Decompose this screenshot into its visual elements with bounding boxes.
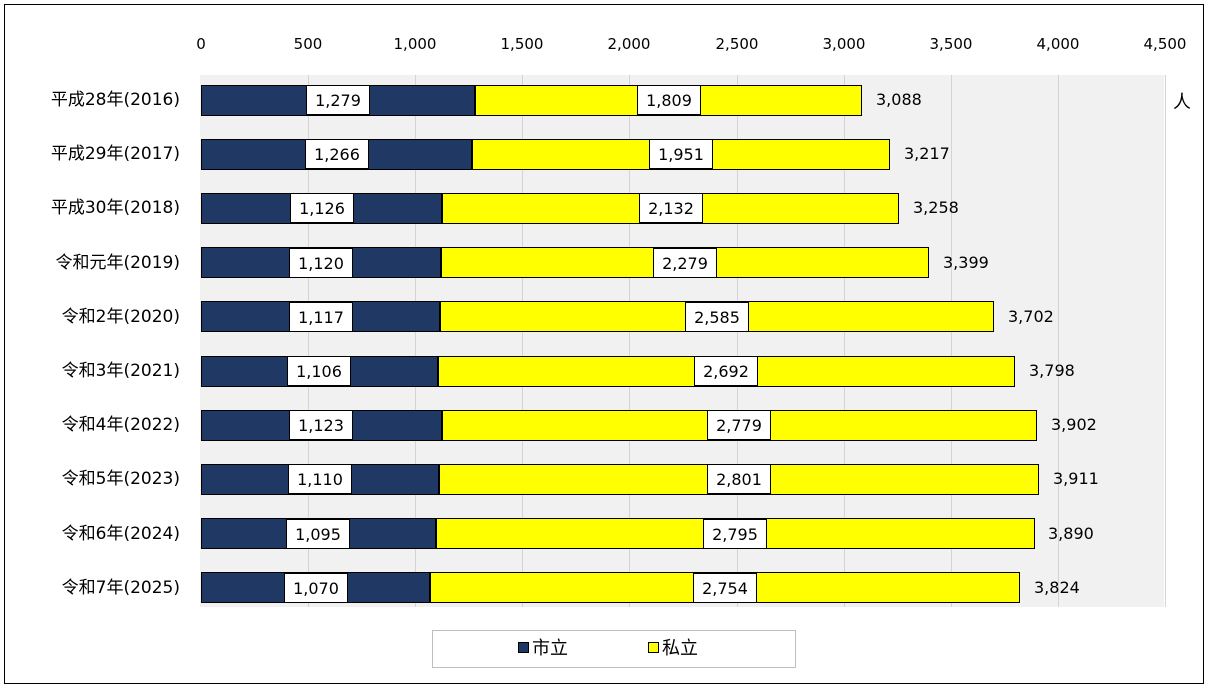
x-tick-label: 1,000 — [375, 35, 455, 53]
data-label-private: 2,279 — [653, 248, 717, 278]
data-label-private: 2,132 — [639, 193, 703, 223]
gridline — [1165, 75, 1166, 607]
x-tick-label: 2,000 — [589, 35, 669, 53]
x-tick-label: 500 — [268, 35, 348, 53]
data-label-city: 1,110 — [288, 464, 352, 494]
data-label-private: 1,951 — [649, 139, 713, 169]
y-category-label: 令和元年(2019) — [0, 253, 180, 273]
data-label-private: 2,779 — [707, 410, 771, 440]
data-label-total: 3,911 — [1053, 464, 1099, 494]
data-label-total: 3,798 — [1029, 356, 1075, 386]
data-label-city: 1,279 — [306, 85, 370, 115]
data-label-city: 1,266 — [305, 139, 369, 169]
x-tick-label: 3,000 — [804, 35, 884, 53]
data-label-total: 3,258 — [913, 193, 959, 223]
legend: 市立 私立 — [432, 630, 796, 668]
data-label-city: 1,126 — [290, 193, 354, 223]
data-label-total: 3,088 — [876, 85, 922, 115]
data-label-private: 2,795 — [703, 519, 767, 549]
y-category-label: 平成29年(2017) — [0, 144, 180, 164]
data-label-total: 3,890 — [1048, 519, 1094, 549]
unit-label: 人 — [1173, 88, 1191, 114]
data-label-private: 2,585 — [685, 302, 749, 332]
data-label-private: 2,692 — [694, 356, 758, 386]
x-tick-label: 4,500 — [1125, 35, 1205, 53]
data-label-city: 1,123 — [289, 410, 353, 440]
legend-swatch-city — [518, 642, 529, 653]
x-tick-label: 3,500 — [911, 35, 991, 53]
data-label-total: 3,399 — [943, 248, 989, 278]
legend-swatch-private — [648, 642, 659, 653]
data-label-city: 1,070 — [284, 573, 348, 603]
y-category-label: 令和2年(2020) — [0, 307, 180, 327]
data-label-city: 1,117 — [289, 302, 353, 332]
data-label-city: 1,120 — [289, 248, 353, 278]
legend-item-city: 市立 — [518, 639, 568, 659]
data-label-total: 3,702 — [1008, 302, 1054, 332]
y-category-label: 令和6年(2024) — [0, 524, 180, 544]
data-label-total: 3,902 — [1051, 410, 1097, 440]
x-tick-label: 1,500 — [482, 35, 562, 53]
x-tick-label: 4,000 — [1018, 35, 1098, 53]
legend-item-private: 私立 — [648, 639, 698, 659]
y-category-label: 平成30年(2018) — [0, 198, 180, 218]
x-tick-label: 2,500 — [697, 35, 777, 53]
y-category-label: 平成28年(2016) — [0, 90, 180, 110]
x-tick-label: 0 — [161, 35, 241, 53]
data-label-total: 3,217 — [904, 139, 950, 169]
legend-label-private: 私立 — [662, 638, 698, 659]
data-label-city: 1,106 — [287, 356, 351, 386]
y-category-label: 令和3年(2021) — [0, 361, 180, 381]
legend-label-city: 市立 — [532, 638, 568, 659]
y-category-label: 令和7年(2025) — [0, 578, 180, 598]
data-label-private: 2,754 — [693, 573, 757, 603]
data-label-private: 2,801 — [707, 464, 771, 494]
data-label-city: 1,095 — [286, 519, 350, 549]
data-label-total: 3,824 — [1034, 573, 1080, 603]
y-category-label: 令和5年(2023) — [0, 469, 180, 489]
data-label-private: 1,809 — [637, 85, 701, 115]
y-category-label: 令和4年(2022) — [0, 415, 180, 435]
